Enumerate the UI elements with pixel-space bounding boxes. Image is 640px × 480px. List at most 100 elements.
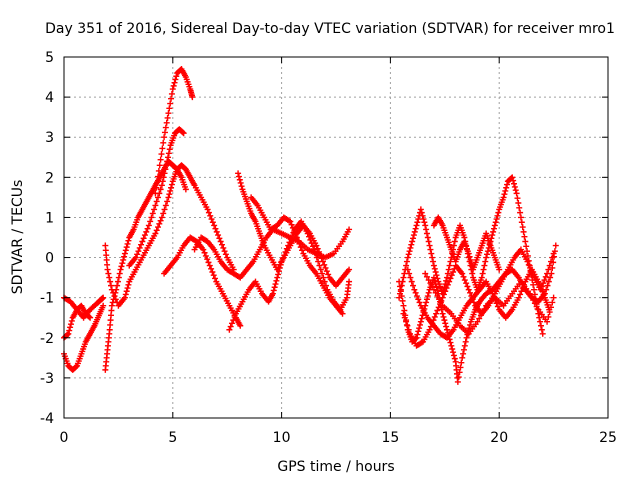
data-point — [119, 260, 126, 267]
data-point — [166, 105, 173, 112]
data-point — [398, 293, 405, 300]
data-point — [111, 293, 118, 300]
data-point — [519, 224, 526, 231]
data-point — [314, 245, 321, 252]
data-point — [287, 218, 294, 225]
data-point — [403, 258, 410, 265]
data-point — [217, 238, 224, 245]
data-point — [526, 290, 533, 297]
data-point — [162, 166, 169, 173]
data-point — [132, 254, 139, 261]
data-point — [461, 342, 468, 349]
data-point — [277, 261, 284, 268]
data-point — [427, 246, 434, 253]
data-point — [168, 181, 175, 188]
data-point — [317, 266, 324, 273]
data-point — [431, 277, 438, 284]
data-point — [424, 293, 431, 300]
data-point — [124, 240, 131, 247]
data-point — [404, 254, 411, 261]
data-point — [212, 275, 219, 282]
data-point — [416, 321, 423, 328]
x-tick-label: 0 — [60, 430, 69, 446]
data-point — [171, 79, 178, 86]
data-point — [67, 321, 74, 328]
data-point — [463, 280, 470, 287]
data-point — [515, 200, 522, 207]
data-point — [467, 289, 474, 296]
data-point — [539, 330, 546, 337]
data-point — [228, 320, 235, 327]
data-point — [425, 289, 432, 296]
data-point — [346, 266, 353, 273]
data-point — [276, 264, 283, 271]
data-point — [400, 274, 407, 281]
data-point — [121, 294, 128, 301]
data-point — [434, 307, 441, 314]
data-point — [66, 327, 73, 334]
data-point — [152, 230, 159, 237]
data-point — [544, 282, 551, 289]
data-point — [530, 297, 537, 304]
data-point — [510, 180, 517, 187]
data-point — [145, 222, 152, 229]
data-point — [413, 334, 420, 341]
data-point — [144, 225, 151, 232]
data-point — [503, 184, 510, 191]
data-point — [311, 246, 318, 253]
data-point — [153, 227, 160, 234]
data-point — [152, 202, 159, 209]
data-point — [454, 378, 461, 385]
data-point — [464, 283, 471, 290]
data-point — [221, 248, 228, 255]
data-point — [163, 162, 170, 169]
data-point — [489, 290, 496, 297]
data-point — [237, 322, 244, 329]
data-point — [540, 291, 547, 298]
data-point — [289, 224, 296, 231]
data-point — [533, 303, 540, 310]
data-point — [161, 170, 168, 177]
series-arc-15 — [400, 246, 557, 349]
data-point — [312, 250, 319, 257]
data-point — [545, 313, 552, 320]
data-point — [522, 238, 529, 245]
data-point — [411, 286, 418, 293]
x-tick-label: 25 — [599, 430, 617, 446]
data-point — [151, 206, 158, 213]
data-point — [448, 272, 455, 279]
data-point — [397, 288, 404, 295]
data-point — [514, 195, 521, 202]
data-point — [123, 288, 130, 295]
data-point — [152, 190, 159, 197]
data-point — [481, 262, 488, 269]
data-point — [156, 220, 163, 227]
series-arc-5 — [102, 162, 237, 309]
data-point — [108, 286, 115, 293]
data-point — [231, 313, 238, 320]
series-arc-11 — [226, 218, 353, 333]
data-point — [149, 210, 156, 217]
data-point — [291, 228, 298, 235]
data-point — [430, 262, 437, 269]
data-point — [536, 314, 543, 321]
data-point — [155, 167, 162, 174]
data-point — [237, 179, 244, 186]
data-point — [544, 270, 551, 277]
y-tick-label: 3 — [45, 130, 54, 146]
data-point — [431, 265, 438, 272]
data-point — [403, 318, 410, 325]
data-point — [208, 265, 215, 272]
data-point — [134, 251, 141, 258]
data-point — [107, 278, 114, 285]
data-point — [541, 277, 548, 284]
data-point — [315, 258, 322, 265]
data-point — [450, 242, 457, 249]
data-point — [180, 130, 187, 137]
data-point — [518, 219, 525, 226]
data-point — [512, 187, 519, 194]
data-point — [205, 209, 212, 216]
x-tick-label: 15 — [381, 430, 399, 446]
data-point — [172, 76, 179, 83]
data-point — [430, 258, 437, 265]
